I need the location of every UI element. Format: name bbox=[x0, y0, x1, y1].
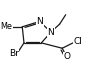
Text: Me: Me bbox=[1, 22, 13, 31]
Text: Br: Br bbox=[9, 49, 19, 58]
Text: Cl: Cl bbox=[73, 37, 82, 46]
Text: N: N bbox=[36, 17, 43, 26]
Text: N: N bbox=[48, 28, 54, 37]
Text: O: O bbox=[64, 52, 71, 61]
